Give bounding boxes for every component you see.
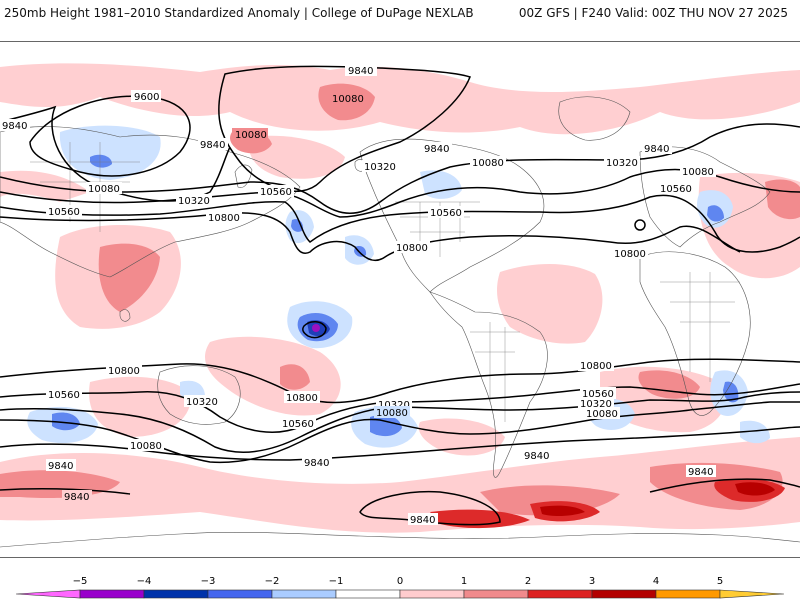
colorbar-ticks: −5 −4 −3 −2 −1 0 1 2 3 4 5 bbox=[73, 576, 724, 587]
tick-label: 0 bbox=[397, 576, 403, 587]
tick-label: 1 bbox=[461, 576, 467, 587]
colorbar-segment bbox=[463, 589, 529, 599]
label-10080: 10080 bbox=[235, 130, 267, 141]
label-10800: 10800 bbox=[208, 213, 240, 224]
tick-label: −1 bbox=[329, 576, 344, 587]
label-9840: 9840 bbox=[644, 144, 669, 155]
label-10320: 10320 bbox=[186, 397, 218, 408]
tick-label: 3 bbox=[589, 576, 595, 587]
colorbar-arrow-low bbox=[15, 589, 81, 599]
colorbar-segment bbox=[655, 589, 721, 599]
label-10080: 10080 bbox=[88, 184, 120, 195]
label-10080: 10080 bbox=[376, 408, 408, 419]
label-10800: 10800 bbox=[286, 393, 318, 404]
label-10560: 10560 bbox=[48, 207, 80, 218]
tick-label: −2 bbox=[265, 576, 280, 587]
label-10560: 10560 bbox=[282, 419, 314, 430]
colorbar-segment bbox=[335, 589, 401, 599]
label-9840: 9840 bbox=[410, 515, 435, 526]
label-9840: 9840 bbox=[524, 451, 549, 462]
label-9840: 9840 bbox=[48, 461, 73, 472]
tick-label: 4 bbox=[653, 576, 659, 587]
anomaly-map: 9840 9600 10080 9840 10080 9840 9840 984… bbox=[0, 42, 800, 557]
colorbar-segment bbox=[79, 589, 145, 599]
label-10800: 10800 bbox=[396, 243, 428, 254]
tick-label: −4 bbox=[137, 576, 152, 587]
label-10800: 10800 bbox=[614, 249, 646, 260]
label-10560: 10560 bbox=[660, 184, 692, 195]
label-10560: 10560 bbox=[48, 390, 80, 401]
coastlines bbox=[0, 96, 800, 548]
colorbar-arrow-high bbox=[719, 589, 785, 599]
label-10320: 10320 bbox=[364, 162, 396, 173]
label-10560: 10560 bbox=[260, 187, 292, 198]
label-10080: 10080 bbox=[472, 158, 504, 169]
negative-anomaly-extreme bbox=[312, 324, 320, 332]
positive-anomaly-extreme bbox=[540, 482, 775, 517]
label-9840: 9840 bbox=[200, 140, 225, 151]
model-run-info: 00Z GFS | F240 Valid: 00Z THU NOV 27 202… bbox=[518, 6, 788, 20]
label-10800: 10800 bbox=[108, 366, 140, 377]
label-9840: 9840 bbox=[64, 492, 89, 503]
label-9600: 9600 bbox=[134, 92, 159, 103]
label-10320: 10320 bbox=[606, 158, 638, 169]
label-10080: 10080 bbox=[130, 441, 162, 452]
contour-low-atlantic bbox=[634, 219, 646, 231]
label-10320: 10320 bbox=[580, 399, 612, 410]
colorbar-segment bbox=[143, 589, 209, 599]
contour-9840-far-south bbox=[0, 478, 800, 526]
colorbar-segment bbox=[399, 589, 465, 599]
colorbar-segment bbox=[207, 589, 273, 599]
tick-label: 2 bbox=[525, 576, 531, 587]
label-9840: 9840 bbox=[304, 458, 329, 469]
contour-9600 bbox=[29, 95, 191, 177]
contour-10080-asia bbox=[0, 123, 800, 214]
colorbar-segment bbox=[271, 589, 337, 599]
label-10080: 10080 bbox=[332, 94, 364, 105]
label-10320: 10320 bbox=[378, 400, 410, 411]
label-9840: 9840 bbox=[688, 467, 713, 478]
tick-label: 5 bbox=[717, 576, 723, 587]
colorbar: −5 −4 −3 −2 −1 0 1 2 3 4 5 bbox=[15, 576, 785, 599]
label-9840: 9840 bbox=[424, 144, 449, 155]
map-title: 250mb Height 1981–2010 Standardized Anom… bbox=[4, 6, 474, 20]
colorbar-segments bbox=[15, 589, 785, 599]
contour-low-pacific bbox=[302, 321, 327, 339]
tick-label: −5 bbox=[73, 576, 88, 587]
colorbar-segment bbox=[591, 589, 657, 599]
label-10080: 10080 bbox=[586, 409, 618, 420]
label-10800: 10800 bbox=[580, 361, 612, 372]
label-10560: 10560 bbox=[582, 389, 614, 400]
tick-label: −3 bbox=[201, 576, 216, 587]
contour-labels: 9840 9600 10080 9840 10080 9840 9840 984… bbox=[0, 64, 716, 526]
label-9840: 9840 bbox=[2, 121, 27, 132]
label-10560: 10560 bbox=[430, 208, 462, 219]
political-borders bbox=[30, 142, 740, 422]
colorbar-segment bbox=[527, 589, 593, 599]
label-10320: 10320 bbox=[178, 196, 210, 207]
contour-10800-south bbox=[0, 358, 800, 404]
label-9840: 9840 bbox=[348, 66, 373, 77]
label-10080: 10080 bbox=[682, 167, 714, 178]
map-panel: 9840 9600 10080 9840 10080 9840 9840 984… bbox=[0, 41, 800, 558]
